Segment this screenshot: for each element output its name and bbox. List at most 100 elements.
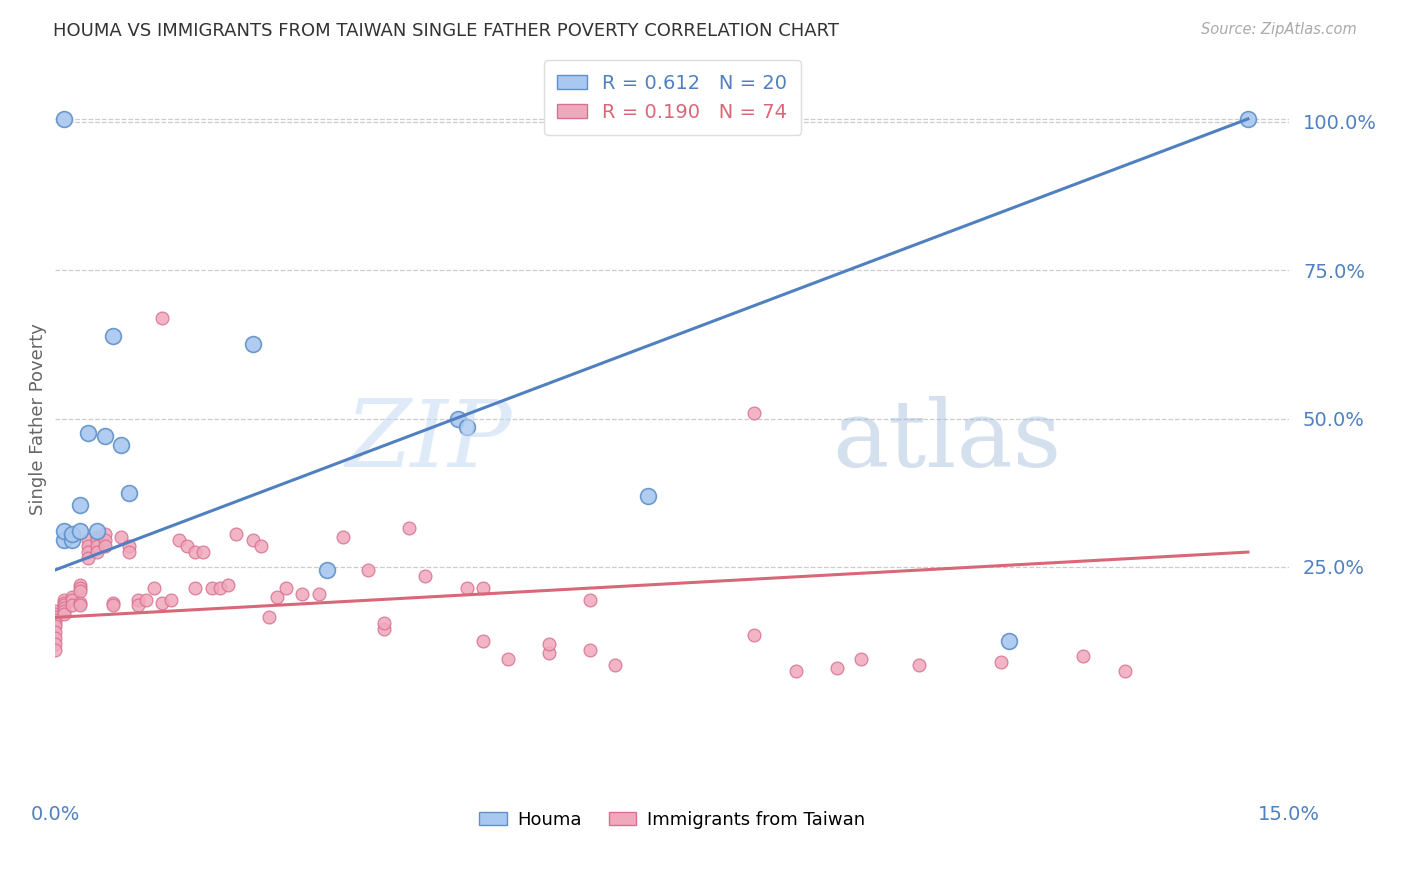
- Point: [266, 590, 288, 604]
- Text: HOUMA VS IMMIGRANTS FROM TAIWAN SINGLE FATHER POVERTY CORRELATION CHART: HOUMA VS IMMIGRANTS FROM TAIWAN SINGLE F…: [53, 22, 839, 40]
- Text: atlas: atlas: [832, 396, 1062, 485]
- Point: [44, 607, 66, 622]
- Point: [118, 485, 141, 500]
- Point: [217, 578, 239, 592]
- Point: [52, 112, 75, 126]
- Point: [1073, 648, 1095, 663]
- Point: [184, 581, 207, 595]
- Point: [990, 655, 1012, 669]
- Point: [357, 563, 380, 577]
- Point: [44, 610, 66, 624]
- Point: [250, 539, 273, 553]
- Point: [69, 583, 91, 598]
- Point: [110, 438, 132, 452]
- Point: [398, 521, 420, 535]
- Point: [744, 406, 766, 420]
- Point: [208, 581, 231, 595]
- Point: [1114, 664, 1136, 678]
- Point: [52, 595, 75, 609]
- Point: [159, 592, 181, 607]
- Point: [52, 601, 75, 615]
- Point: [69, 498, 91, 512]
- Point: [274, 581, 297, 595]
- Point: [851, 652, 873, 666]
- Point: [44, 631, 66, 645]
- Point: [52, 533, 75, 548]
- Point: [143, 581, 166, 595]
- Text: Source: ZipAtlas.com: Source: ZipAtlas.com: [1201, 22, 1357, 37]
- Point: [785, 664, 807, 678]
- Legend: Houma, Immigrants from Taiwan: Houma, Immigrants from Taiwan: [472, 804, 872, 837]
- Point: [637, 489, 659, 503]
- Point: [373, 616, 395, 631]
- Point: [332, 530, 354, 544]
- Point: [184, 545, 207, 559]
- Point: [744, 628, 766, 642]
- Point: [93, 527, 115, 541]
- Point: [86, 524, 108, 539]
- Point: [44, 643, 66, 657]
- Point: [44, 604, 66, 618]
- Point: [537, 646, 560, 660]
- Point: [69, 524, 91, 539]
- Point: [60, 533, 83, 548]
- Point: [93, 533, 115, 548]
- Point: [242, 533, 264, 548]
- Point: [77, 533, 100, 548]
- Point: [77, 551, 100, 566]
- Point: [579, 592, 602, 607]
- Point: [242, 337, 264, 351]
- Point: [44, 625, 66, 640]
- Point: [69, 599, 91, 613]
- Point: [127, 599, 149, 613]
- Point: [193, 545, 215, 559]
- Point: [257, 610, 280, 624]
- Point: [44, 613, 66, 627]
- Point: [60, 527, 83, 541]
- Point: [496, 652, 519, 666]
- Point: [52, 524, 75, 539]
- Point: [415, 569, 437, 583]
- Point: [52, 592, 75, 607]
- Point: [456, 420, 478, 434]
- Point: [201, 581, 224, 595]
- Point: [118, 539, 141, 553]
- Point: [150, 595, 173, 609]
- Point: [150, 310, 173, 325]
- Point: [44, 616, 66, 631]
- Point: [77, 426, 100, 441]
- Point: [118, 545, 141, 559]
- Point: [52, 599, 75, 613]
- Point: [176, 539, 198, 553]
- Point: [579, 643, 602, 657]
- Point: [315, 563, 337, 577]
- Point: [908, 657, 931, 672]
- Point: [308, 587, 330, 601]
- Point: [998, 634, 1021, 648]
- Point: [101, 595, 124, 609]
- Point: [77, 539, 100, 553]
- Point: [472, 634, 495, 648]
- Point: [86, 530, 108, 544]
- Point: [44, 637, 66, 651]
- Point: [167, 533, 190, 548]
- Point: [69, 595, 91, 609]
- Point: [101, 328, 124, 343]
- Point: [825, 661, 848, 675]
- Point: [472, 581, 495, 595]
- Point: [86, 539, 108, 553]
- Point: [135, 592, 157, 607]
- Point: [93, 429, 115, 443]
- Point: [603, 657, 626, 672]
- Point: [110, 530, 132, 544]
- Point: [69, 581, 91, 595]
- Point: [373, 622, 395, 636]
- Y-axis label: Single Father Poverty: Single Father Poverty: [30, 323, 46, 515]
- Point: [1237, 112, 1260, 126]
- Point: [447, 411, 470, 425]
- Point: [77, 545, 100, 559]
- Point: [101, 599, 124, 613]
- Point: [44, 619, 66, 633]
- Point: [86, 533, 108, 548]
- Point: [93, 539, 115, 553]
